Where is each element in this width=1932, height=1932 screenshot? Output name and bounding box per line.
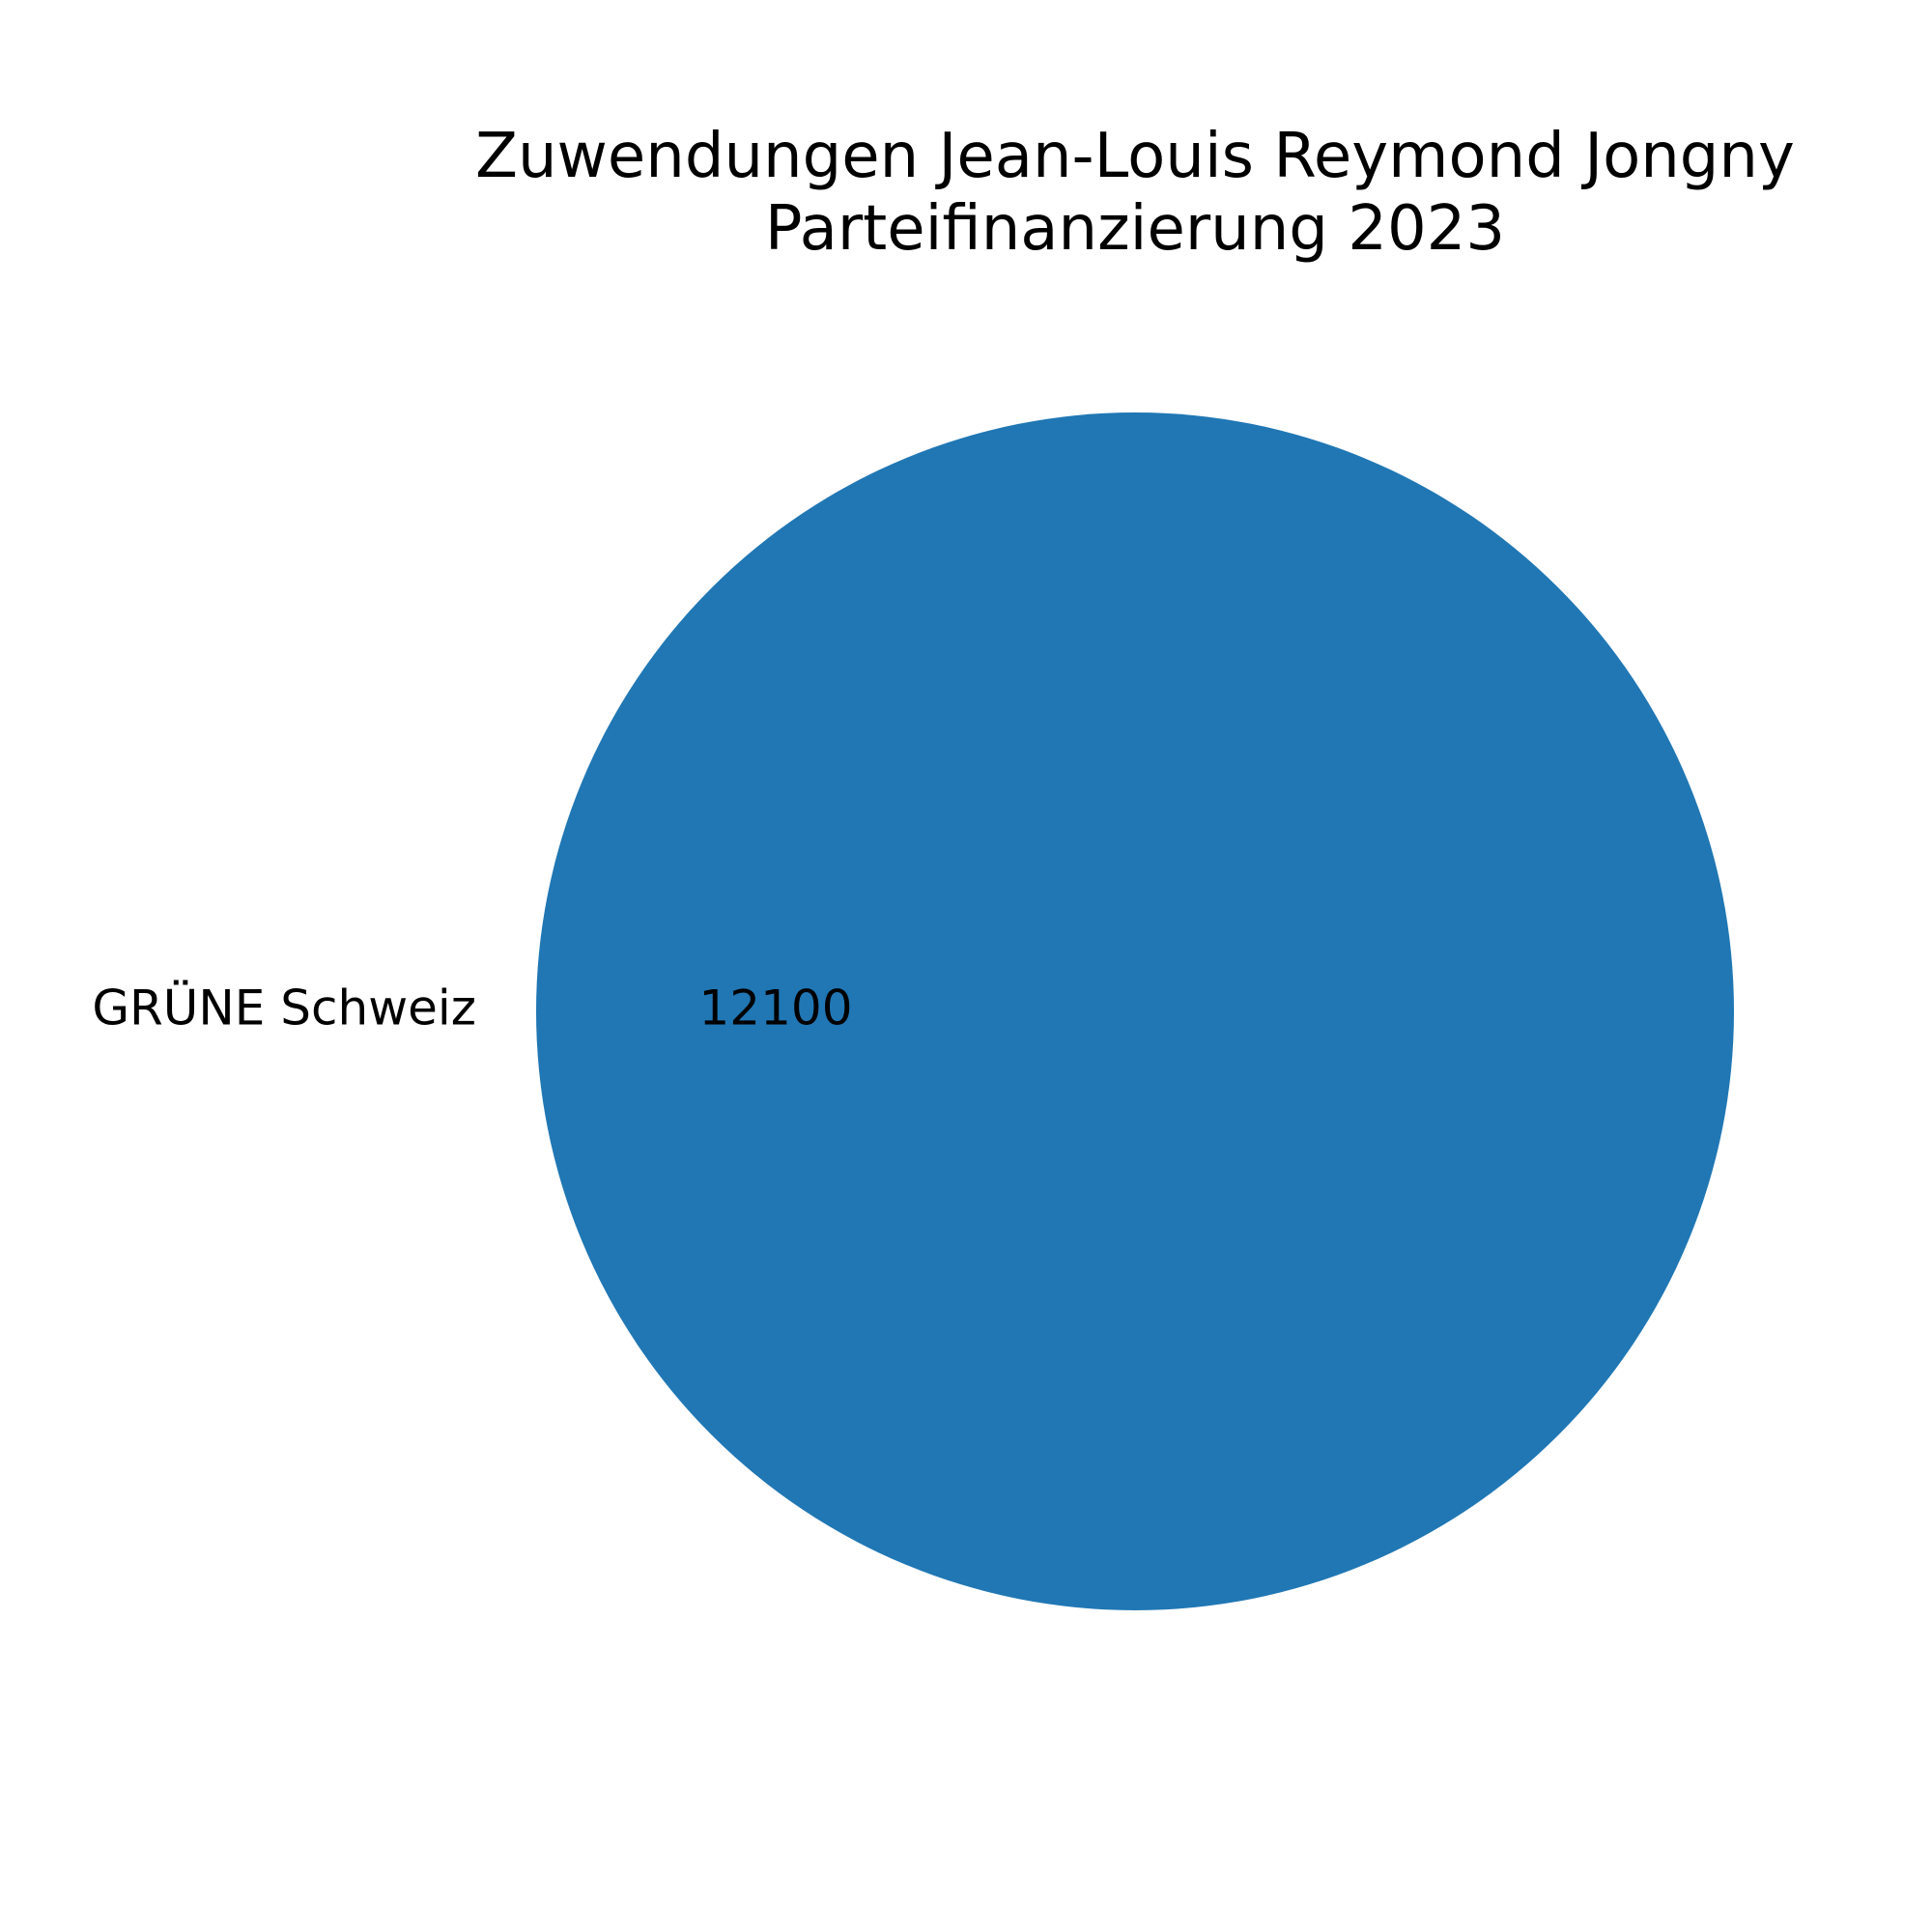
pie-slices <box>536 412 1734 1610</box>
chart-title-line-1: Zuwendungen Jean-Louis Reymond Jongny <box>475 121 1795 192</box>
chart-title-line-2: Parteifinanzierung 2023 <box>765 193 1505 265</box>
slice-category-label: GRÜNE Schweiz <box>92 980 476 1037</box>
pie-slice <box>536 412 1734 1610</box>
slice-value-label: 12100 <box>698 980 852 1037</box>
pie-labels: GRÜNE Schweiz 12100 <box>92 980 852 1037</box>
